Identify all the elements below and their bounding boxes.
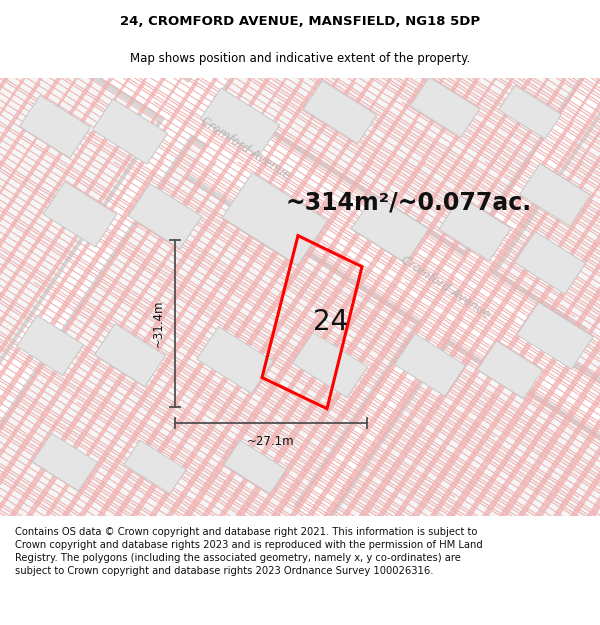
Polygon shape — [352, 194, 428, 263]
Polygon shape — [0, 78, 600, 516]
Text: ~27.1m: ~27.1m — [247, 435, 295, 448]
Polygon shape — [0, 0, 589, 373]
Text: Map shows position and indicative extent of the property.: Map shows position and indicative extent… — [130, 52, 470, 65]
Polygon shape — [197, 326, 273, 394]
Polygon shape — [439, 197, 511, 261]
Text: Contains OS data © Crown copyright and database right 2021. This information is : Contains OS data © Crown copyright and d… — [15, 526, 483, 576]
Polygon shape — [184, 134, 600, 470]
Polygon shape — [303, 81, 377, 144]
Polygon shape — [17, 316, 83, 376]
Text: Cromford Avenue: Cromford Avenue — [398, 253, 492, 321]
Polygon shape — [188, 139, 600, 465]
Text: ~31.4m: ~31.4m — [152, 300, 165, 348]
Polygon shape — [478, 341, 542, 399]
Polygon shape — [92, 99, 167, 164]
Polygon shape — [43, 181, 117, 247]
Polygon shape — [32, 433, 98, 491]
Polygon shape — [0, 0, 277, 496]
Polygon shape — [0, 0, 280, 499]
Text: 24: 24 — [313, 308, 348, 336]
Polygon shape — [224, 440, 286, 494]
Polygon shape — [19, 96, 91, 158]
Polygon shape — [200, 88, 280, 156]
Polygon shape — [124, 440, 186, 494]
Polygon shape — [499, 86, 561, 139]
Polygon shape — [520, 163, 590, 226]
Polygon shape — [410, 77, 479, 138]
Polygon shape — [94, 324, 166, 387]
Polygon shape — [292, 332, 368, 398]
Polygon shape — [128, 184, 202, 249]
Polygon shape — [514, 231, 586, 294]
Polygon shape — [293, 58, 600, 527]
Polygon shape — [394, 334, 466, 396]
Text: 24, CROMFORD AVENUE, MANSFIELD, NG18 5DP: 24, CROMFORD AVENUE, MANSFIELD, NG18 5DP — [120, 16, 480, 28]
Text: ~314m²/~0.077ac.: ~314m²/~0.077ac. — [285, 191, 531, 214]
Polygon shape — [297, 59, 600, 524]
Polygon shape — [517, 302, 593, 369]
Polygon shape — [0, 0, 585, 369]
Text: Cromford Avenue: Cromford Avenue — [198, 114, 292, 182]
Polygon shape — [222, 173, 328, 266]
